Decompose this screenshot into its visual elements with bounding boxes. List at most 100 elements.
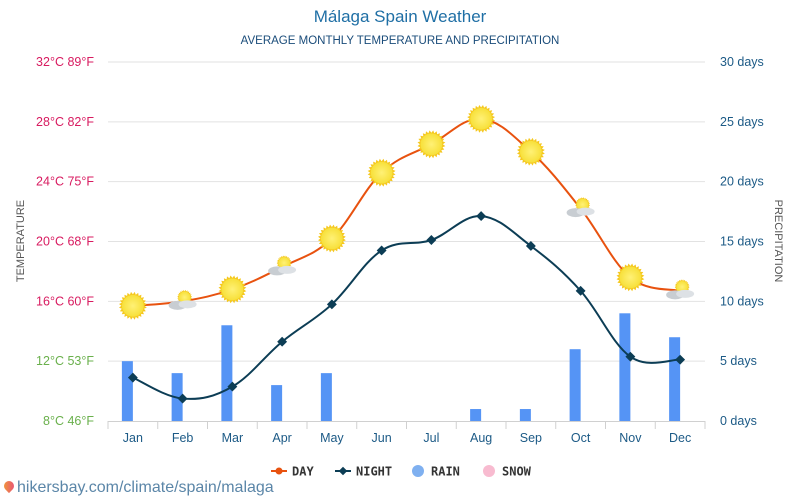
legend-snow-marker	[483, 465, 495, 477]
grid-lines	[108, 61, 705, 362]
y-left-tick-label: 20°C 68°F	[36, 235, 94, 249]
night-point	[326, 299, 337, 310]
x-tick-label: Sep	[520, 431, 542, 445]
night-line	[132, 215, 681, 400]
rain-bars	[121, 313, 681, 421]
sun-icon	[616, 263, 645, 292]
y-axis-right-title: PRECIPITATION	[772, 200, 784, 283]
y-right-tick-label: 5 days	[720, 354, 757, 368]
rain-bar	[121, 361, 133, 421]
sun-icon	[417, 130, 446, 159]
y-left-tick-label: 32°C 89°F	[36, 55, 94, 69]
cloud-part	[576, 207, 595, 216]
y-right-tick-label: 25 days	[720, 115, 764, 129]
rain-bar	[320, 373, 332, 421]
night-point	[277, 336, 288, 347]
night-point	[575, 285, 586, 296]
y-axis-left-title: TEMPERATURE	[15, 200, 27, 282]
rain-bar	[519, 409, 531, 421]
sun-disc	[278, 257, 290, 269]
sun-disc	[320, 227, 343, 250]
rain-bar	[569, 349, 581, 421]
sun-disc	[420, 133, 443, 156]
x-tick-label: Mar	[222, 431, 244, 445]
chart-title: Málaga Spain Weather	[313, 7, 487, 26]
x-tick-label: Oct	[571, 431, 591, 445]
sun-disc	[221, 278, 244, 301]
x-tick-label: Dec	[669, 431, 691, 445]
source-link-text[interactable]: hikersbay.com/climate/spain/malaga	[17, 479, 274, 496]
night-point	[227, 381, 238, 392]
rain-bar	[221, 325, 233, 421]
x-tick-label: Jan	[123, 431, 143, 445]
rain-bar	[669, 337, 681, 421]
rain-bar	[271, 385, 283, 421]
rain-bar	[619, 313, 631, 421]
night-point	[426, 235, 437, 245]
y-left-tick-label: 16°C 60°F	[36, 294, 94, 308]
legend-day-dot	[275, 467, 283, 475]
sun-disc	[370, 161, 393, 184]
night-point	[177, 393, 188, 404]
legend-label: NIGHT	[356, 465, 392, 479]
cloud-part	[676, 289, 695, 298]
day-line	[132, 117, 681, 307]
rain-bar	[470, 409, 482, 421]
x-tick-label: Feb	[172, 431, 194, 445]
chart-subtitle: AVERAGE MONTHLY TEMPERATURE AND PRECIPIT…	[240, 35, 560, 47]
night-point	[376, 245, 387, 256]
sun-icon	[517, 137, 545, 166]
x-axis: Jan Feb Mar Apr May Jun Jul Aug Sep Oct Nov Dec	[107, 421, 706, 445]
sun-disc	[519, 140, 542, 163]
y-left-tick-label: 28°C 82°F	[36, 115, 94, 129]
sun-disc	[619, 266, 642, 289]
sun-icon	[119, 291, 147, 320]
sun-disc	[576, 198, 589, 211]
night-point	[525, 241, 536, 251]
sun-disc	[470, 107, 493, 130]
night-point	[127, 372, 138, 383]
night-point	[675, 354, 686, 365]
y-left-tick-label: 12°C 53°F	[36, 354, 94, 368]
sun-icon	[367, 158, 396, 187]
cloud-part	[278, 265, 297, 274]
sun-cloud-icon	[268, 255, 297, 276]
sun-icon	[318, 224, 346, 253]
y-right-tick-label: 20 days	[720, 175, 764, 189]
x-tick-label: Jul	[423, 431, 439, 445]
y-left-tick-label: 8°C 46°F	[43, 414, 94, 428]
y-axis-left: 32°C 89°F 28°C 82°F 24°C 75°F 20°C 68°F 16°C…	[36, 55, 94, 428]
x-tick-label: May	[320, 431, 344, 445]
legend-label: DAY	[292, 465, 314, 479]
sun-icon	[467, 105, 495, 133]
night-point	[625, 351, 636, 362]
night-point	[476, 211, 487, 222]
sun-cloud-icon	[666, 279, 695, 300]
sun-icon	[218, 275, 247, 304]
y-axis-right: 30 days 25 days 20 days 15 days 10 days 5 day…	[720, 55, 764, 428]
sun-disc	[676, 281, 688, 293]
source-link[interactable]: hikersbay.com/climate/spain/malaga	[1, 478, 274, 497]
x-tick-label: Jun	[372, 431, 392, 445]
legend-label: RAIN	[431, 465, 460, 479]
cloud-part	[178, 300, 197, 309]
sun-cloud-icon	[168, 289, 197, 310]
legend-rain-marker	[412, 465, 424, 477]
legend: DAY NIGHT RAIN SNOW	[271, 465, 532, 479]
sun-disc	[178, 291, 191, 304]
y-right-tick-label: 15 days	[720, 235, 764, 249]
y-left-tick-label: 24°C 75°F	[36, 175, 94, 189]
legend-label: SNOW	[502, 465, 532, 479]
location-pin-icon	[1, 478, 17, 494]
y-right-tick-label: 30 days	[720, 55, 764, 69]
temperature-lines	[119, 105, 695, 404]
y-right-tick-label: 0 days	[720, 414, 757, 428]
x-tick-label: Nov	[619, 431, 642, 445]
y-right-tick-label: 10 days	[720, 294, 764, 308]
legend-night-diamond	[338, 466, 348, 476]
x-tick-label: Aug	[470, 431, 492, 445]
sun-cloud-icon	[566, 197, 595, 218]
sun-disc	[121, 294, 144, 317]
x-tick-label: Apr	[272, 431, 291, 445]
